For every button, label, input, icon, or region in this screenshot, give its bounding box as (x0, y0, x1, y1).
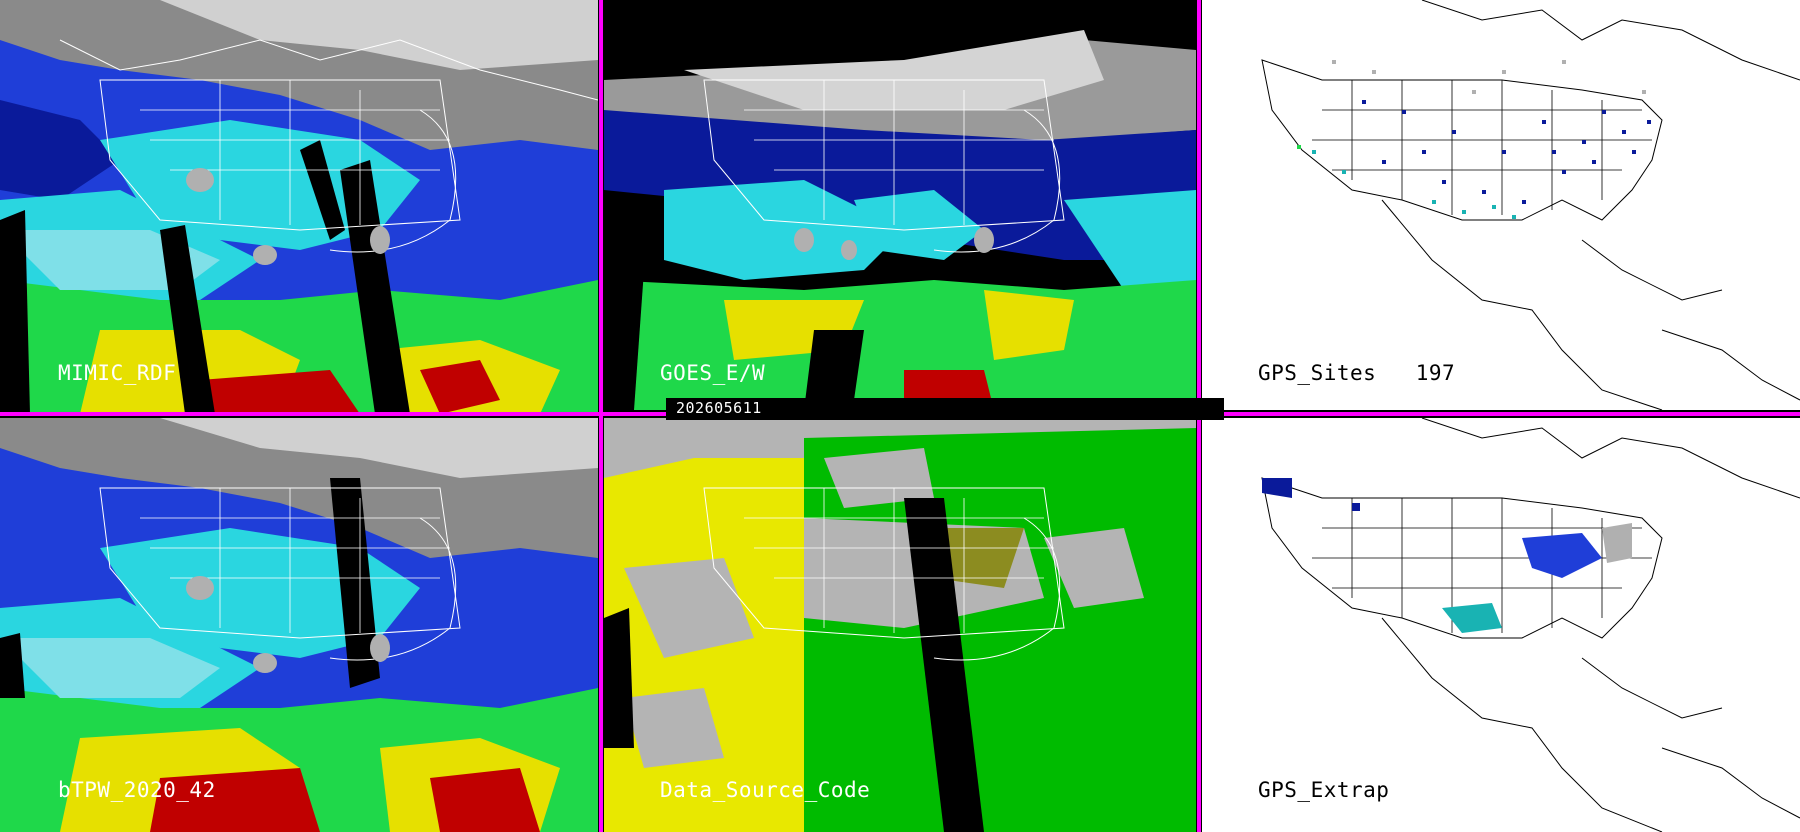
mimic-rdf-panel: MIMIC_RDF (0, 0, 598, 414)
gps-sites-label: GPS_Sites 197 (1258, 361, 1455, 385)
gps-sites-panel: GPS_Sites 197 (1202, 0, 1800, 410)
gps-sites-count: 197 (1415, 361, 1456, 385)
gps-sites-label-text: GPS_Sites (1258, 361, 1377, 385)
btpw-map (0, 418, 598, 832)
data-source-code-label: Data_Source_Code (660, 778, 871, 802)
btpw-label: bTPW_2020_42 (58, 778, 216, 802)
vertical-divider-left (599, 0, 603, 832)
data-source-code-map (604, 418, 1196, 832)
mimic-rdf-map (0, 0, 598, 414)
gps-extrap-panel: GPS_Extrap (1202, 418, 1800, 832)
data-source-code-panel: Data_Source_Code (604, 418, 1196, 832)
gps-extrap-map (1202, 418, 1800, 832)
timestamp-bar (666, 398, 1224, 420)
goes-ew-map (604, 0, 1196, 410)
mimic-rdf-label: MIMIC_RDF (58, 361, 177, 385)
gps-extrap-label: GPS_Extrap (1258, 778, 1390, 802)
btpw-panel: bTPW_2020_42 (0, 418, 598, 832)
goes-ew-panel: GOES_E/W (604, 0, 1196, 410)
goes-ew-label: GOES_E/W (660, 361, 766, 385)
gps-sites-map (1202, 0, 1800, 410)
timestamp: 202605611 (676, 399, 762, 417)
